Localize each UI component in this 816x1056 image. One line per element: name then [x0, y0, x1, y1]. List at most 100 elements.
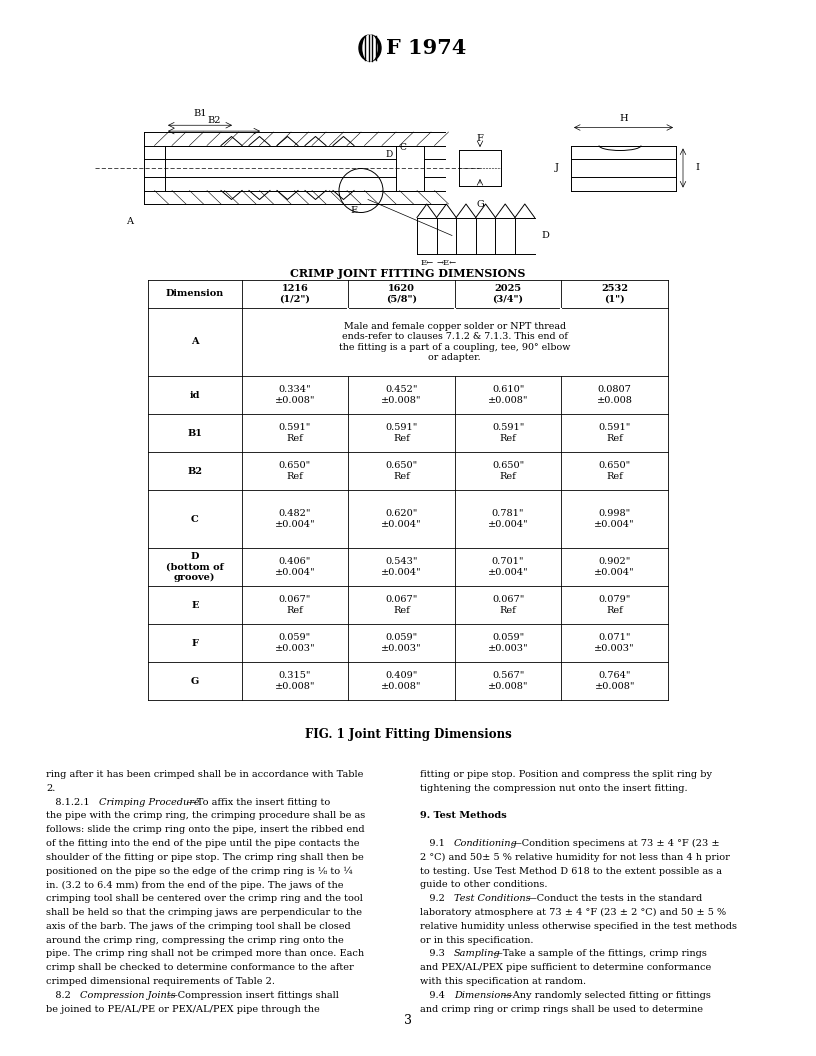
Text: with this specification at random.: with this specification at random.: [420, 977, 586, 986]
Text: to testing. Use Test Method D 618 to the extent possible as a: to testing. Use Test Method D 618 to the…: [420, 867, 722, 875]
Text: axis of the barb. The jaws of the crimping tool shall be closed: axis of the barb. The jaws of the crimpi…: [46, 922, 351, 930]
Text: 0.591"
Ref: 0.591" Ref: [598, 423, 631, 442]
Text: Dimensions: Dimensions: [454, 991, 512, 1000]
Ellipse shape: [359, 35, 381, 61]
Text: ring after it has been crimped shall be in accordance with Table: ring after it has been crimped shall be …: [46, 770, 363, 779]
Text: 9.3: 9.3: [420, 949, 448, 959]
Text: crimped dimensional requirements of Table 2.: crimped dimensional requirements of Tabl…: [46, 977, 275, 986]
Text: 0.591"
Ref: 0.591" Ref: [492, 423, 525, 442]
Text: B1: B1: [193, 110, 206, 118]
Text: —Any randomly selected fitting or fittings: —Any randomly selected fitting or fittin…: [503, 991, 711, 1000]
Text: Crimping Procedure: Crimping Procedure: [100, 797, 200, 807]
Text: E: E: [191, 601, 198, 609]
Text: D: D: [542, 231, 549, 240]
Text: 0.567"
±0.008": 0.567" ±0.008": [488, 672, 528, 691]
Text: D
(bottom of
groove): D (bottom of groove): [166, 552, 224, 582]
Text: 0.334"
±0.008": 0.334" ±0.008": [275, 385, 315, 404]
Text: 0.902"
±0.004": 0.902" ±0.004": [594, 558, 635, 577]
Text: B2: B2: [207, 116, 221, 126]
Text: 0.764"
±0.008": 0.764" ±0.008": [594, 672, 635, 691]
Text: A: A: [191, 338, 198, 346]
Text: the pipe with the crimp ring, the crimping procedure shall be as: the pipe with the crimp ring, the crimpi…: [46, 811, 366, 821]
Text: id: id: [189, 391, 200, 399]
Text: positioned on the pipe so the edge of the crimp ring is ⅛ to ¼: positioned on the pipe so the edge of th…: [46, 867, 353, 875]
Text: 0.409"
±0.008": 0.409" ±0.008": [381, 672, 422, 691]
Text: be joined to PE/AL/PE or PEX/AL/PEX pipe through the: be joined to PE/AL/PE or PEX/AL/PEX pipe…: [46, 1004, 320, 1014]
Text: 0.781"
±0.004": 0.781" ±0.004": [488, 509, 529, 529]
Text: G: G: [476, 201, 484, 209]
Text: FIG. 1 Joint Fitting Dimensions: FIG. 1 Joint Fitting Dimensions: [304, 728, 512, 741]
Text: H: H: [619, 114, 628, 122]
Text: 0.059"
±0.003": 0.059" ±0.003": [488, 634, 529, 653]
Text: or in this specification.: or in this specification.: [420, 936, 534, 945]
Text: 0.315"
±0.008": 0.315" ±0.008": [275, 672, 315, 691]
Text: 0.067"
Ref: 0.067" Ref: [492, 596, 525, 615]
Text: E: E: [350, 206, 357, 215]
Text: 0.067"
Ref: 0.067" Ref: [385, 596, 418, 615]
Text: 0.406"
±0.004": 0.406" ±0.004": [275, 558, 315, 577]
Text: 0.543"
±0.004": 0.543" ±0.004": [381, 558, 422, 577]
Text: 8.2: 8.2: [46, 991, 74, 1000]
Text: 0.0807
±0.008: 0.0807 ±0.008: [596, 385, 632, 404]
Text: tightening the compression nut onto the insert fitting.: tightening the compression nut onto the …: [420, 784, 688, 793]
Text: shall be held so that the crimping jaws are perpendicular to the: shall be held so that the crimping jaws …: [46, 908, 362, 917]
Text: in. (3.2 to 6.4 mm) from the end of the pipe. The jaws of the: in. (3.2 to 6.4 mm) from the end of the …: [46, 881, 344, 889]
Text: around the crimp ring, compressing the crimp ring onto the: around the crimp ring, compressing the c…: [46, 936, 344, 945]
Text: D: D: [385, 150, 392, 159]
Text: 0.079"
Ref: 0.079" Ref: [598, 596, 631, 615]
Text: J: J: [555, 164, 559, 172]
Text: Conditioning: Conditioning: [454, 840, 518, 848]
Text: crimp shall be checked to determine conformance to the after: crimp shall be checked to determine conf…: [46, 963, 354, 973]
Text: 0.452"
±0.008": 0.452" ±0.008": [381, 385, 422, 404]
Text: F: F: [191, 639, 198, 647]
Text: 0.610"
±0.008": 0.610" ±0.008": [488, 385, 528, 404]
Text: 0.998"
±0.004": 0.998" ±0.004": [594, 509, 635, 529]
Text: 1216
(1/2"): 1216 (1/2"): [279, 284, 310, 304]
Text: 3: 3: [404, 1014, 412, 1026]
Text: Test Conditions: Test Conditions: [454, 894, 530, 903]
Text: A: A: [126, 218, 134, 226]
Text: 2532
(1"): 2532 (1"): [601, 284, 628, 304]
Text: B2: B2: [188, 467, 202, 475]
Text: 0.591"
Ref: 0.591" Ref: [279, 423, 311, 442]
Text: 0.067"
Ref: 0.067" Ref: [279, 596, 311, 615]
Text: 9.1: 9.1: [420, 840, 448, 848]
Text: 2 °C) and 50± 5 % relative humidity for not less than 4 h prior: 2 °C) and 50± 5 % relative humidity for …: [420, 853, 730, 862]
Text: 0.650"
Ref: 0.650" Ref: [599, 461, 631, 480]
Text: CRIMP JOINT FITTING DIMENSIONS: CRIMP JOINT FITTING DIMENSIONS: [290, 268, 526, 279]
Text: Sampling: Sampling: [454, 949, 501, 959]
Text: 2.: 2.: [46, 784, 55, 793]
Text: B1: B1: [188, 429, 202, 437]
Text: 9.2: 9.2: [420, 894, 448, 903]
Text: C: C: [191, 514, 198, 524]
Text: shoulder of the fitting or pipe stop. The crimp ring shall then be: shoulder of the fitting or pipe stop. Th…: [46, 853, 364, 862]
Text: I: I: [695, 164, 699, 172]
Ellipse shape: [363, 35, 377, 61]
Text: Male and female copper solder or NPT thread
ends-refer to clauses 7.1.2 & 7.1.3.: Male and female copper solder or NPT thr…: [339, 322, 570, 362]
Text: 0.059"
±0.003": 0.059" ±0.003": [381, 634, 422, 653]
Text: guide to other conditions.: guide to other conditions.: [420, 881, 548, 889]
Text: 2025
(3/4"): 2025 (3/4"): [493, 284, 524, 304]
Text: →E←: →E←: [437, 259, 456, 267]
Text: 0.059"
±0.003": 0.059" ±0.003": [275, 634, 315, 653]
Text: F 1974: F 1974: [386, 38, 467, 58]
Text: G: G: [191, 677, 199, 685]
Text: crimping tool shall be centered over the crimp ring and the tool: crimping tool shall be centered over the…: [46, 894, 363, 903]
Text: fitting or pipe stop. Position and compress the split ring by: fitting or pipe stop. Position and compr…: [420, 770, 712, 779]
Text: 8.1.2.1: 8.1.2.1: [46, 797, 93, 807]
Text: 0.650"
Ref: 0.650" Ref: [279, 461, 311, 480]
Text: Compression Joints: Compression Joints: [80, 991, 175, 1000]
Text: 9.4: 9.4: [420, 991, 448, 1000]
Text: and crimp ring or crimp rings shall be used to determine: and crimp ring or crimp rings shall be u…: [420, 1004, 703, 1014]
Text: laboratory atmosphere at 73 ± 4 °F (23 ± 2 °C) and 50 ± 5 %: laboratory atmosphere at 73 ± 4 °F (23 ±…: [420, 908, 726, 917]
Text: 0.650"
Ref: 0.650" Ref: [492, 461, 524, 480]
Text: F: F: [477, 134, 483, 144]
Text: Dimension: Dimension: [166, 289, 224, 299]
Text: —To affix the insert fitting to: —To affix the insert fitting to: [187, 797, 330, 807]
Text: 0.701"
±0.004": 0.701" ±0.004": [488, 558, 529, 577]
Text: 0.650"
Ref: 0.650" Ref: [385, 461, 418, 480]
Text: —Take a sample of the fittings, crimp rings: —Take a sample of the fittings, crimp ri…: [493, 949, 707, 959]
Text: pipe. The crimp ring shall not be crimped more than once. Each: pipe. The crimp ring shall not be crimpe…: [46, 949, 364, 959]
Text: of the fitting into the end of the pipe until the pipe contacts the: of the fitting into the end of the pipe …: [46, 840, 360, 848]
Text: relative humidity unless otherwise specified in the test methods: relative humidity unless otherwise speci…: [420, 922, 737, 930]
